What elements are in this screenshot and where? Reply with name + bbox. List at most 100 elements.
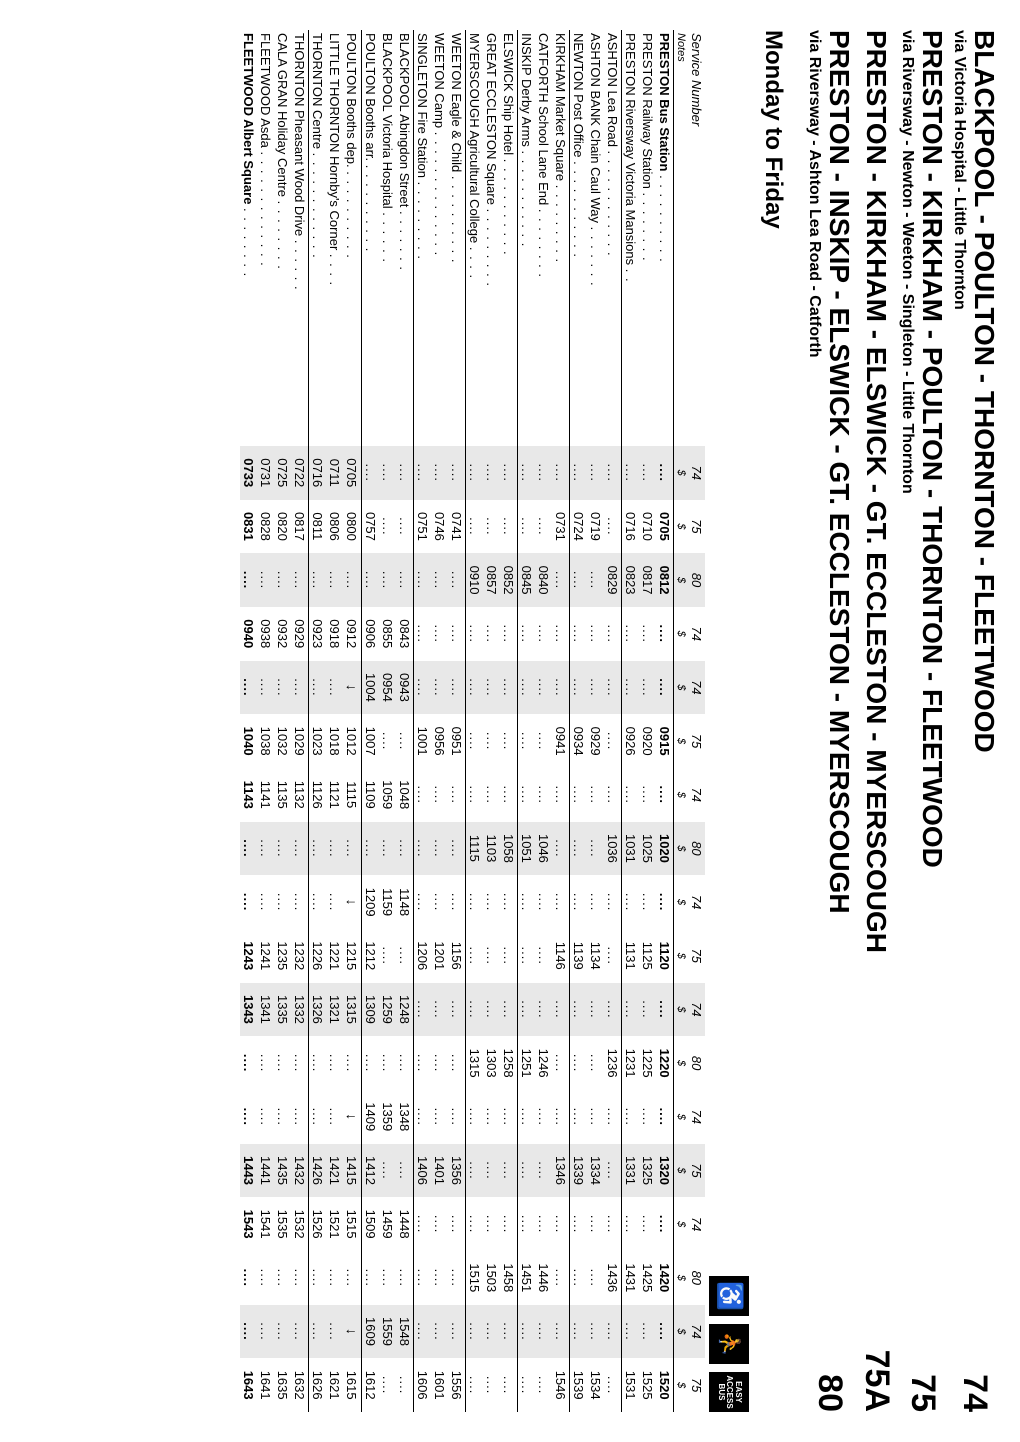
- time-cell: ....: [587, 1197, 604, 1251]
- time-cell: 1120: [656, 929, 674, 983]
- time-cell: ....: [396, 500, 414, 554]
- time-cell: 1232: [291, 929, 309, 983]
- time-cell: ....: [587, 1090, 604, 1144]
- time-cell: ....: [448, 875, 466, 929]
- time-cell: ....: [552, 768, 570, 822]
- time-cell: 1156: [448, 929, 466, 983]
- time-cell: ....: [431, 875, 448, 929]
- time-cell: ....: [414, 768, 432, 822]
- time-cell: ....: [431, 1197, 448, 1251]
- time-cell: 1315: [343, 983, 362, 1037]
- time-cell: 0746: [431, 500, 448, 554]
- time-cell: ....: [500, 1358, 518, 1412]
- time-cell: 1018: [326, 714, 343, 768]
- time-cell: ....: [448, 446, 466, 500]
- access-icons: ♿ ⛹ EASYACCESSBUS: [709, 30, 749, 1412]
- time-cell: ....: [466, 929, 484, 983]
- time-cell: ....: [396, 446, 414, 500]
- time-cell: 1258: [500, 1036, 518, 1090]
- time-cell: 1346: [552, 1144, 570, 1198]
- time-cell: 1025: [639, 822, 656, 876]
- time-cell: ....: [483, 661, 500, 715]
- time-cell: ....: [570, 875, 588, 929]
- time-cell: ....: [500, 500, 518, 554]
- time-cell: ....: [291, 661, 309, 715]
- time-cell: 1004: [362, 661, 380, 715]
- time-cell: ....: [604, 607, 622, 661]
- time-cell: 1348: [396, 1090, 414, 1144]
- time-cell: 80: [688, 822, 705, 876]
- time-cell: 74: [688, 446, 705, 500]
- time-cell: ....: [431, 661, 448, 715]
- time-cell: 1103: [483, 822, 500, 876]
- stop-name: BLACKPOOL Abingdon Street . . . . . . .: [396, 30, 414, 446]
- time-cell: ....: [274, 1090, 291, 1144]
- time-cell: ....: [535, 714, 552, 768]
- stop-name: INSKIP Derby Arms . . . . . . . . . . .: [518, 30, 536, 446]
- time-cell: ....: [604, 1305, 622, 1359]
- time-cell: 1226: [309, 929, 327, 983]
- time-cell: ....: [656, 607, 674, 661]
- time-cell: ....: [431, 553, 448, 607]
- time-cell: 1038: [257, 714, 274, 768]
- time-cell: 1023: [309, 714, 327, 768]
- time-cell: ....: [448, 607, 466, 661]
- time-cell: 1621: [326, 1358, 343, 1412]
- time-cell: ....: [622, 768, 640, 822]
- time-cell: ....: [379, 1144, 396, 1198]
- time-cell: 0823: [622, 553, 640, 607]
- time-cell: ....: [639, 607, 656, 661]
- time-cell: 0929: [291, 607, 309, 661]
- time-cell: $: [674, 661, 689, 715]
- time-cell: ....: [326, 1251, 343, 1305]
- time-cell: 1412: [362, 1144, 380, 1198]
- time-cell: 1415: [343, 1144, 362, 1198]
- time-cell: ....: [622, 1197, 640, 1251]
- time-cell: ....: [309, 875, 327, 929]
- time-cell: 1459: [379, 1197, 396, 1251]
- time-cell: 1556: [448, 1358, 466, 1412]
- time-cell: ....: [639, 1197, 656, 1251]
- time-cell: 1532: [291, 1197, 309, 1251]
- time-cell: 1315: [466, 1036, 484, 1090]
- time-cell: ....: [343, 1251, 362, 1305]
- time-cell: ....: [656, 1090, 674, 1144]
- time-cell: 0906: [362, 607, 380, 661]
- time-cell: ....: [309, 1036, 327, 1090]
- time-cell: 1526: [309, 1197, 327, 1251]
- time-cell: ....: [309, 822, 327, 876]
- time-cell: 1001: [414, 714, 432, 768]
- time-cell: ....: [518, 1144, 536, 1198]
- time-cell: ....: [362, 1251, 380, 1305]
- time-cell: ↓: [343, 875, 362, 929]
- stop-name: FLEETWOOD Albert Square . . . . . . . .: [240, 30, 257, 446]
- time-cell: ....: [431, 1251, 448, 1305]
- time-cell: ....: [466, 875, 484, 929]
- time-cell: ....: [396, 1144, 414, 1198]
- time-cell: ....: [552, 607, 570, 661]
- time-cell: ....: [257, 553, 274, 607]
- time-cell: 0910: [466, 553, 484, 607]
- time-cell: ....: [396, 714, 414, 768]
- time-cell: ....: [622, 607, 640, 661]
- time-cell: ....: [240, 1251, 257, 1305]
- time-cell: 1601: [431, 1358, 448, 1412]
- time-cell: ↓: [343, 1090, 362, 1144]
- time-cell: ....: [362, 822, 380, 876]
- time-cell: ....: [362, 1036, 380, 1090]
- time-cell: $: [674, 875, 689, 929]
- time-cell: 0831: [240, 500, 257, 554]
- time-cell: 1332: [291, 983, 309, 1037]
- time-cell: ....: [483, 983, 500, 1037]
- time-cell: ....: [587, 768, 604, 822]
- time-cell: 1131: [622, 929, 640, 983]
- time-cell: 1320: [656, 1144, 674, 1198]
- time-cell: 1121: [326, 768, 343, 822]
- stop-name: LITTLE THORNTON Hornby's Corner . . . .: [326, 30, 343, 446]
- time-cell: 0912: [343, 607, 362, 661]
- time-cell: ....: [431, 983, 448, 1037]
- time-cell: 0812: [656, 553, 674, 607]
- time-cell: ....: [604, 983, 622, 1037]
- time-cell: ....: [604, 661, 622, 715]
- time-cell: ....: [604, 929, 622, 983]
